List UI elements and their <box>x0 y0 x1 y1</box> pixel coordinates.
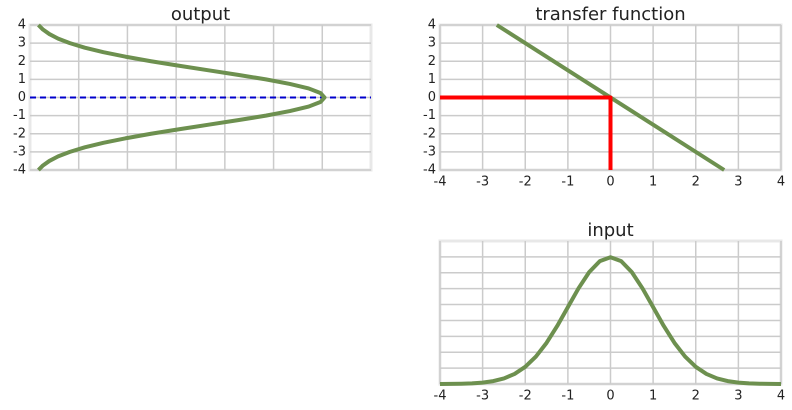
x-tick-label: -3 <box>476 175 489 190</box>
y-tick-label: -1 <box>423 108 436 123</box>
y-tick-label: 4 <box>18 18 26 33</box>
y-tick-label: -3 <box>13 144 26 159</box>
x-tick-label: -4 <box>434 175 447 190</box>
y-tick-label: -3 <box>423 144 436 159</box>
x-tick-label: -1 <box>561 389 574 404</box>
data-line <box>36 23 327 172</box>
y-tick-label: 4 <box>428 18 436 33</box>
y-tick-label: 0 <box>18 90 26 105</box>
data-line <box>439 255 782 386</box>
y-tick-label: -4 <box>423 163 436 178</box>
y-tick-label: 1 <box>18 72 26 87</box>
x-tick-label: 4 <box>777 389 785 404</box>
chart-title: input <box>587 220 633 241</box>
y-tick-label: -2 <box>13 126 26 141</box>
x-tick-label: 1 <box>649 175 657 190</box>
data-line <box>440 95 613 170</box>
x-tick-label: -2 <box>519 389 532 404</box>
x-tick-label: 2 <box>692 175 700 190</box>
y-tick-label: -1 <box>13 108 26 123</box>
y-tick-label: 0 <box>428 90 436 105</box>
x-tick-label: 3 <box>734 175 742 190</box>
x-tick-label: 3 <box>734 389 742 404</box>
x-tick-label: 2 <box>692 389 700 404</box>
y-tick-label: -2 <box>423 126 436 141</box>
y-tick-label: 2 <box>428 54 436 69</box>
x-tick-label: 1 <box>649 389 657 404</box>
x-tick-label: 0 <box>606 175 614 190</box>
y-tick-label: 2 <box>18 54 26 69</box>
y-tick-label: 1 <box>428 72 436 87</box>
y-tick-label: 3 <box>18 36 26 51</box>
chart-title: output <box>171 4 230 25</box>
x-tick-label: -2 <box>519 175 532 190</box>
chart-title: transfer function <box>535 4 685 25</box>
x-tick-label: -1 <box>561 175 574 190</box>
x-tick-label: 4 <box>777 175 785 190</box>
x-tick-label: -3 <box>476 389 489 404</box>
x-tick-label: 0 <box>606 389 614 404</box>
x-tick-label: -4 <box>434 389 447 404</box>
y-tick-label: -4 <box>13 163 26 178</box>
y-tick-label: 3 <box>428 36 436 51</box>
